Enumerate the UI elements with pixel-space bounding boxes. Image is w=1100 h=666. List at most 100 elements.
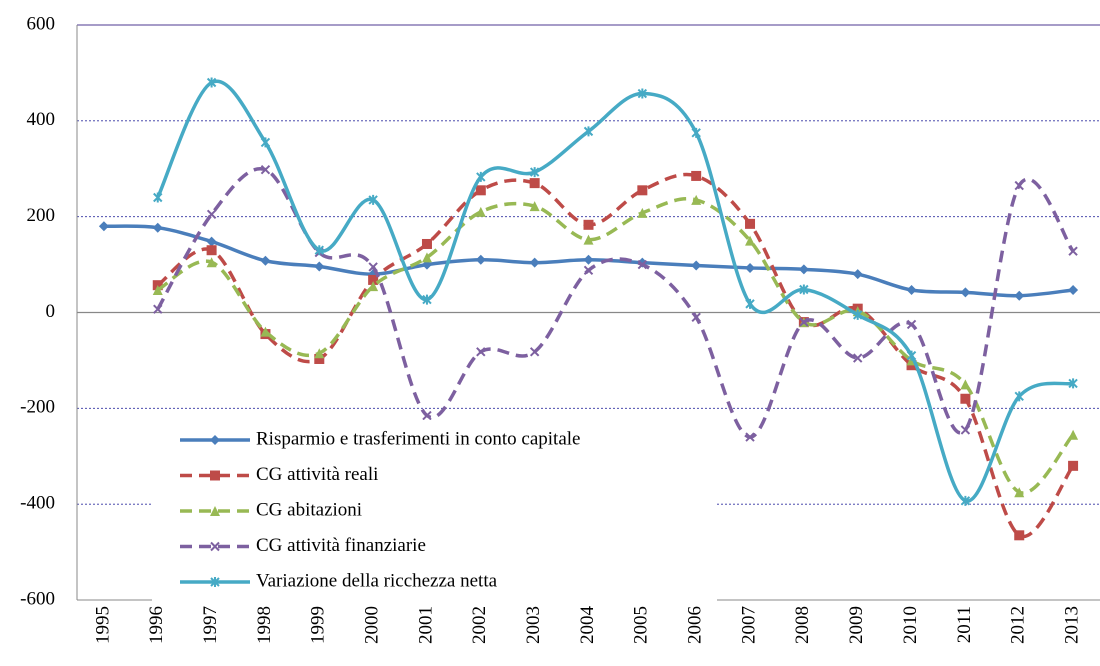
marker — [368, 281, 379, 292]
marker — [529, 257, 540, 268]
legend-label: CG attività reali — [256, 464, 378, 485]
marker — [529, 347, 540, 357]
marker — [906, 319, 917, 330]
marker — [260, 165, 271, 175]
marker — [1014, 530, 1025, 541]
x-tick-label: 2009 — [846, 606, 867, 644]
marker — [210, 506, 220, 516]
marker — [368, 194, 378, 205]
legend-marker — [210, 506, 220, 516]
marker — [1014, 180, 1024, 191]
x-tick-label: 2003 — [523, 606, 544, 644]
legend-label: CG abitazioni — [256, 499, 362, 520]
marker — [206, 245, 217, 256]
x-tick-label: 1996 — [146, 606, 167, 644]
marker — [798, 264, 809, 275]
y-tick-label: 400 — [27, 109, 56, 130]
marker — [476, 171, 486, 182]
marker — [206, 236, 217, 247]
marker — [210, 470, 220, 481]
marker — [260, 326, 271, 337]
marker — [529, 201, 540, 212]
marker — [583, 126, 594, 137]
marker — [637, 88, 648, 99]
marker — [1068, 246, 1078, 256]
marker — [1068, 460, 1079, 471]
marker — [421, 238, 432, 249]
marker — [153, 304, 163, 314]
x-tick-label: 2004 — [577, 606, 598, 645]
marker — [691, 312, 701, 322]
marker — [422, 294, 432, 305]
marker — [475, 254, 486, 265]
x-tick-label: 1995 — [92, 606, 113, 644]
y-tick-label: -200 — [20, 397, 55, 418]
marker — [368, 262, 378, 272]
marker — [960, 379, 971, 390]
legend-marker — [210, 435, 220, 445]
marker — [206, 257, 217, 268]
y-tick-label: 600 — [27, 13, 56, 34]
marker — [368, 274, 379, 285]
marker — [1014, 290, 1025, 301]
y-tick-label: 200 — [27, 205, 56, 226]
marker — [691, 194, 702, 205]
x-tick-label: 2010 — [900, 606, 921, 644]
legend-label: Variazione della ricchezza netta — [256, 570, 498, 591]
x-tick-label: 2008 — [792, 606, 813, 644]
marker — [637, 259, 648, 270]
marker — [475, 206, 486, 217]
marker — [260, 255, 271, 266]
x-tick-label: 2007 — [738, 606, 759, 644]
marker — [1068, 429, 1079, 440]
marker — [210, 577, 220, 587]
marker — [745, 218, 756, 229]
x-tick-label: 2006 — [685, 606, 706, 644]
marker — [583, 219, 594, 230]
marker — [260, 137, 271, 148]
marker — [691, 260, 702, 271]
marker — [475, 185, 486, 196]
marker — [1068, 284, 1079, 295]
x-tick-label: 1997 — [200, 606, 221, 644]
marker — [1014, 487, 1025, 498]
x-tick-label: 1998 — [254, 606, 275, 644]
legend-marker — [210, 541, 220, 552]
legend-marker — [210, 470, 220, 481]
x-tick-label: 2001 — [415, 606, 436, 644]
x-tick-label: 2012 — [1008, 606, 1029, 644]
marker — [206, 77, 217, 88]
marker — [153, 192, 163, 203]
marker — [422, 410, 432, 421]
marker — [210, 435, 220, 445]
y-tick-label: -400 — [20, 493, 55, 514]
marker — [745, 298, 755, 309]
marker — [152, 222, 163, 233]
marker — [314, 261, 325, 272]
marker — [476, 347, 486, 357]
line — [156, 197, 1075, 495]
marker — [853, 309, 863, 320]
marker — [745, 262, 756, 273]
legend-label: Risparmio e trasferimenti in conto capit… — [256, 428, 580, 449]
marker — [691, 127, 701, 138]
marker — [853, 353, 863, 363]
line — [156, 172, 1075, 539]
marker — [906, 350, 917, 361]
marker — [960, 495, 971, 506]
x-tick-label: 1999 — [308, 606, 329, 644]
marker — [314, 353, 325, 364]
x-tick-label: 2013 — [1061, 606, 1082, 644]
marker — [98, 221, 109, 232]
x-tick-label: 2005 — [631, 606, 652, 644]
marker — [583, 234, 594, 245]
legend-marker — [210, 577, 220, 587]
marker — [314, 245, 324, 256]
marker — [960, 425, 971, 435]
marker — [852, 269, 863, 280]
marker — [799, 284, 809, 295]
marker — [583, 254, 594, 265]
marker — [691, 170, 702, 181]
marker — [799, 317, 809, 327]
